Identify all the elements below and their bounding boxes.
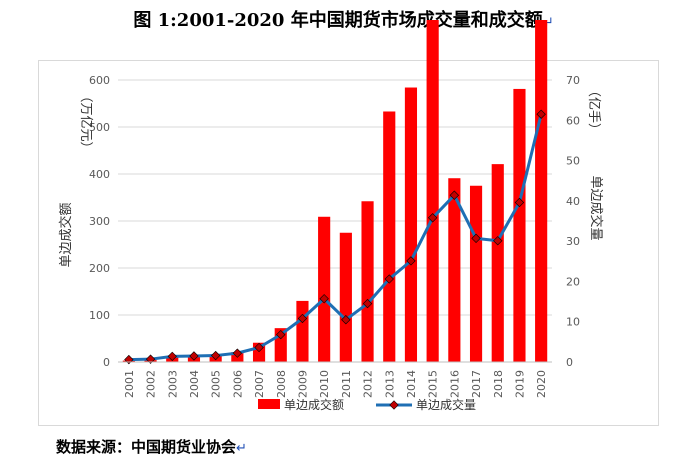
paragraph-mark: ↵ [236, 441, 247, 456]
line-marker [319, 294, 329, 304]
legend-label: 单边成交量 [416, 397, 476, 412]
x-tick-label: 2010 [318, 370, 331, 398]
x-tick-label: 2020 [535, 370, 548, 398]
line-marker [124, 354, 134, 365]
line-marker [362, 298, 373, 309]
line-marker [384, 274, 394, 284]
bar [318, 216, 331, 362]
bar [469, 185, 483, 362]
y-axis-unit: （万亿元） [78, 89, 93, 154]
x-tick-label: 2012 [362, 370, 375, 398]
chart-frame [38, 60, 659, 426]
bar [339, 232, 352, 362]
x-tick-label: 2009 [296, 370, 309, 398]
y-tick-label: 400 [89, 168, 110, 181]
line-marker [189, 351, 199, 361]
source-text: 数据来源：中国期货业协会 [56, 438, 237, 456]
x-tick-label: 2002 [145, 370, 158, 398]
bar [448, 178, 461, 362]
line-marker [427, 213, 438, 223]
legend-swatch-marker [389, 400, 399, 410]
x-tick-label: 2016 [448, 370, 461, 398]
y-axis-label: 单边成交额 [58, 202, 74, 267]
y-tick-label: 600 [89, 74, 110, 87]
bar [535, 20, 548, 362]
bar [383, 111, 396, 363]
line-marker [449, 190, 460, 200]
x-tick-label: 2007 [253, 370, 266, 398]
chart-title: 图 1:2001-2020 年中国期货市场成交量和成交额↵ [0, 6, 687, 32]
y2-tick-label: 0 [566, 356, 573, 369]
line-marker [276, 329, 286, 340]
source-note: 数据来源：中国期货业协会↵ [56, 436, 247, 457]
bar [426, 20, 439, 362]
x-tick-label: 2011 [340, 370, 353, 398]
y-tick-label: 500 [89, 121, 110, 134]
y2-tick-label: 50 [566, 155, 580, 168]
y2-tick-label: 60 [566, 114, 580, 127]
x-tick-label: 2003 [166, 370, 179, 398]
y-tick-label: 0 [103, 356, 110, 369]
x-tick-label: 2019 [513, 370, 526, 398]
x-tick-label: 2014 [405, 370, 418, 398]
x-tick-label: 2008 [275, 370, 288, 398]
line-marker [232, 348, 243, 358]
y2-tick-label: 10 [566, 316, 580, 329]
line-marker [493, 236, 503, 246]
line-marker [254, 342, 264, 353]
x-tick-label: 2006 [231, 370, 244, 398]
line-marker [341, 315, 351, 325]
line-marker [297, 313, 308, 324]
y2-axis-label: 单边成交量 [588, 175, 604, 240]
line-marker [167, 351, 177, 362]
y-tick-label: 200 [89, 262, 110, 275]
line-marker [145, 354, 156, 364]
x-tick-label: 2015 [427, 370, 440, 398]
x-tick-label: 2018 [492, 370, 505, 398]
paragraph-mark: ↵ [542, 15, 554, 30]
x-tick-label: 2004 [188, 370, 201, 398]
line-marker [536, 109, 546, 119]
bar [513, 88, 526, 363]
y2-axis-unit: （亿手） [586, 84, 601, 136]
x-tick-label: 2013 [383, 370, 396, 398]
y2-tick-label: 40 [566, 195, 580, 208]
line-marker [210, 350, 221, 361]
x-tick-label: 2001 [123, 370, 136, 398]
bar [404, 87, 418, 363]
legend-label: 单边成交额 [284, 397, 344, 412]
chart-title-text: 图 1:2001-2020 年中国期货市场成交量和成交额 [133, 10, 543, 31]
line-marker [406, 256, 416, 266]
y2-tick-label: 20 [566, 275, 580, 288]
bar [361, 201, 374, 362]
bar [491, 164, 504, 362]
x-tick-label: 2005 [210, 370, 223, 398]
x-tick-label: 2017 [470, 370, 483, 398]
legend-swatch-bar [258, 399, 280, 409]
line-marker [514, 197, 525, 208]
y-tick-label: 300 [89, 215, 110, 228]
bar [296, 300, 309, 362]
y2-tick-label: 70 [566, 74, 580, 87]
line-marker [471, 233, 481, 243]
y2-tick-label: 30 [566, 235, 580, 248]
y-tick-label: 100 [89, 309, 110, 322]
